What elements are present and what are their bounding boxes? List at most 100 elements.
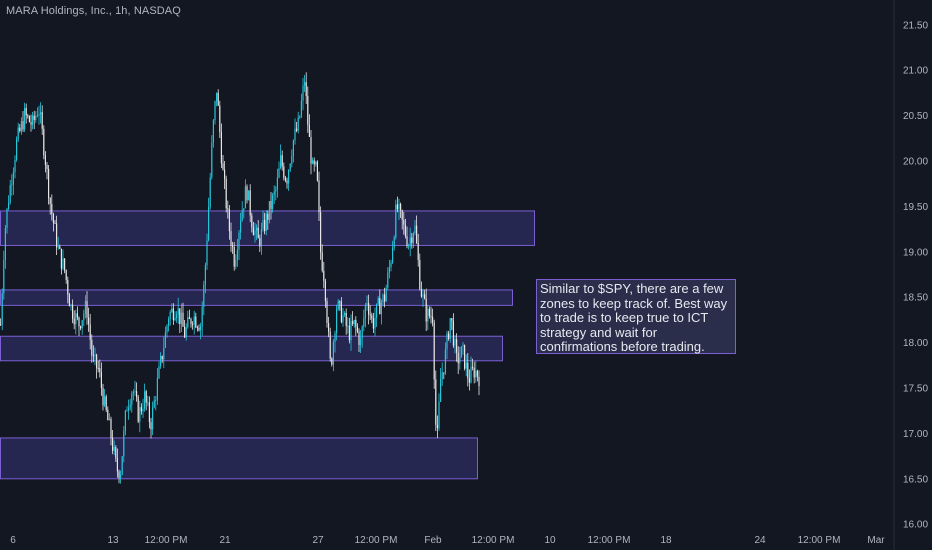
candle-body [57, 246, 59, 248]
candle-body [470, 366, 472, 383]
candle-body [456, 339, 458, 353]
candle-body [172, 308, 174, 320]
candle-body [356, 326, 358, 332]
candle-body [377, 298, 379, 304]
candle-body [342, 314, 344, 323]
candle-body [204, 265, 206, 285]
candle-body [403, 219, 405, 225]
candle-body [355, 319, 357, 327]
candle-body [376, 303, 378, 318]
candle-body [384, 294, 386, 302]
candle-body [390, 262, 392, 268]
candle-body [340, 301, 342, 323]
candle-body [144, 391, 146, 409]
candle-body [193, 316, 195, 325]
candle-body [65, 270, 67, 280]
candle-body [432, 316, 434, 323]
candle-body [368, 303, 370, 315]
candle-body [379, 298, 381, 315]
candle-body [280, 155, 282, 169]
candle-body [174, 318, 176, 320]
candle-body [128, 407, 130, 411]
candle-body [363, 318, 365, 327]
candle-body [120, 474, 122, 479]
candle-body [72, 304, 74, 319]
candle-body [220, 132, 222, 164]
candle-body [259, 238, 261, 247]
candle-body [380, 302, 382, 315]
x-axis-labels[interactable]: 6 13 12:00 PM 21 27 12:00 PM Feb 12:00 PM 10 12:0… [10, 535, 885, 546]
candle-body [70, 304, 72, 307]
candle-body [124, 410, 126, 431]
candle-body [412, 233, 414, 243]
candle-body [396, 204, 398, 210]
candle-body [435, 379, 437, 425]
candle-body [366, 303, 368, 305]
candle-body [464, 344, 466, 369]
chart-annotation-note[interactable]: Similar to $SPY, there are a few zones t… [536, 279, 736, 354]
candle-body [108, 418, 110, 421]
candle-body [451, 318, 453, 321]
candle-body [278, 168, 280, 178]
candle-body [459, 357, 461, 364]
candle-body [59, 246, 61, 249]
price-zone[interactable] [0, 437, 478, 480]
candle-body [227, 208, 229, 210]
candle-body [19, 127, 21, 132]
candle-body [60, 248, 62, 269]
candle-body [276, 177, 278, 190]
candle-body [283, 166, 285, 178]
candle-body [168, 319, 170, 326]
candle-body [281, 155, 283, 167]
candle-body [249, 190, 251, 216]
candle-body [318, 180, 320, 213]
candle-body [169, 312, 171, 320]
candle-body [91, 339, 93, 356]
y-tick-label: 20.50 [903, 111, 928, 122]
candle-body [84, 300, 86, 314]
y-axis-labels[interactable]: 16.00 16.50 17.00 17.50 18.00 18.50 19.00 19.50… [903, 20, 928, 530]
candle-body [286, 180, 288, 184]
candle-body [14, 159, 16, 173]
candle-body [252, 227, 254, 236]
candle-body [430, 316, 432, 318]
candle-body [438, 401, 440, 429]
candle-body [155, 400, 157, 402]
candle-body [156, 378, 158, 401]
candle-body [224, 169, 226, 179]
candle-body [398, 203, 400, 210]
candles [0, 72, 480, 484]
candle-body [268, 201, 270, 220]
x-tick-label: 12:00 PM [588, 535, 631, 546]
candle-body [24, 107, 26, 130]
candle-body [88, 317, 90, 325]
candle-body [219, 105, 221, 133]
price-zone[interactable] [0, 335, 503, 362]
candle-body [347, 325, 349, 327]
candle-body [33, 115, 35, 120]
candle-body [188, 317, 190, 319]
candle-body [320, 212, 322, 253]
candle-body [217, 92, 219, 106]
candle-body [292, 140, 294, 156]
candle-body [392, 247, 394, 263]
candle-body [291, 155, 293, 164]
candle-body [190, 318, 192, 325]
candle-body [36, 115, 38, 117]
candle-body [393, 237, 395, 248]
candle-body [307, 96, 309, 125]
candle-body [104, 396, 106, 406]
candle-body [462, 344, 464, 347]
candle-body [321, 252, 323, 271]
candle-body [113, 447, 115, 451]
symbol-title: MARA Holdings, Inc., 1h, NASDAQ [6, 5, 181, 17]
candle-body [28, 116, 30, 123]
candle-body [387, 272, 389, 288]
price-zone[interactable] [0, 289, 513, 306]
candle-body [206, 240, 208, 266]
candle-body [232, 245, 234, 247]
candle-body [316, 161, 318, 181]
candle-body [382, 294, 384, 303]
y-tick-label: 16.00 [903, 520, 928, 531]
